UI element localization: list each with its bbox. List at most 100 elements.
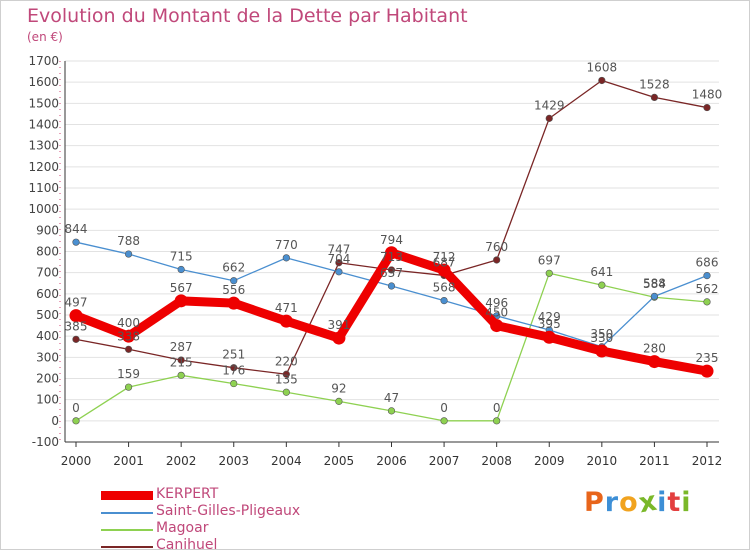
- data-point: [69, 309, 83, 323]
- legend-swatch: [101, 546, 153, 548]
- y-tick-label: 800: [36, 245, 59, 259]
- data-point: [700, 364, 714, 378]
- data-point: [72, 417, 80, 425]
- data-label: 0: [440, 401, 448, 415]
- data-point: [542, 330, 556, 344]
- data-point: [335, 259, 343, 267]
- data-label: 713: [380, 250, 403, 264]
- data-point: [72, 335, 80, 343]
- x-tick-label: 2005: [324, 454, 355, 468]
- data-point: [703, 103, 711, 112]
- data-label: 1528: [639, 77, 670, 91]
- data-point: [598, 76, 606, 85]
- logo-letter: P: [584, 487, 605, 518]
- data-label: 400: [117, 316, 140, 330]
- data-point: [124, 250, 133, 258]
- y-tick-label: 1500: [28, 96, 59, 110]
- data-point: [545, 269, 553, 277]
- data-label: 794: [380, 233, 403, 247]
- data-point: [177, 371, 185, 379]
- data-label: 844: [65, 222, 88, 236]
- data-point: [177, 265, 185, 274]
- data-label: 496: [485, 296, 508, 310]
- data-point: [440, 297, 448, 305]
- data-label: 338: [117, 329, 140, 343]
- data-label: 588: [643, 276, 666, 290]
- data-point: [335, 268, 343, 276]
- data-point: [703, 298, 711, 306]
- x-tick-label: 2010: [587, 454, 618, 468]
- series-lines: [69, 76, 714, 425]
- data-point: [335, 397, 343, 405]
- data-label: 1480: [692, 88, 723, 102]
- data-label: 287: [170, 340, 193, 354]
- data-label: 176: [222, 364, 245, 378]
- logo-letter: o: [619, 487, 639, 518]
- data-point: [387, 282, 396, 290]
- legend-swatch: [101, 512, 153, 514]
- legend-label: KERPERT: [156, 486, 219, 502]
- data-point: [490, 319, 504, 333]
- data-point: [703, 272, 711, 280]
- data-point: [598, 281, 606, 289]
- data-point: [124, 383, 133, 391]
- data-label: 662: [222, 261, 245, 275]
- y-tick-label: 1300: [28, 139, 59, 153]
- x-tick-label: 2007: [429, 454, 460, 468]
- x-tick-label: 2008: [481, 454, 512, 468]
- y-tick-label: 500: [36, 308, 59, 322]
- data-point: [440, 417, 448, 425]
- data-label: 330: [590, 331, 613, 345]
- data-label: 135: [275, 372, 298, 386]
- y-tick-label: 1400: [28, 118, 59, 132]
- x-tick-label: 2000: [61, 454, 92, 468]
- data-point: [437, 263, 451, 277]
- data-point: [332, 331, 346, 345]
- logo-letter: t: [667, 487, 682, 518]
- y-tick-label: 1100: [28, 181, 59, 195]
- y-tick-label: 300: [36, 350, 59, 364]
- data-point: [647, 355, 661, 369]
- data-label: 450: [485, 306, 508, 320]
- data-point: [227, 296, 241, 310]
- data-label: 391: [327, 318, 350, 332]
- data-label: 687: [433, 255, 456, 269]
- data-label: 0: [493, 401, 501, 415]
- data-point: [545, 114, 553, 122]
- x-tick-label: 2012: [692, 454, 723, 468]
- data-point: [174, 294, 188, 308]
- y-tick-label: 1600: [28, 75, 59, 89]
- data-label: 770: [275, 238, 298, 252]
- data-label: 280: [643, 342, 666, 356]
- data-point: [230, 379, 238, 388]
- data-label: 584: [643, 277, 666, 291]
- legend-swatch: [101, 529, 153, 531]
- legend-swatch: [101, 491, 153, 500]
- data-point: [493, 256, 501, 264]
- data-label: 159: [117, 367, 140, 381]
- x-tick-label: 2004: [271, 454, 302, 468]
- data-point: [279, 314, 293, 328]
- x-tick-label: 2009: [534, 454, 565, 468]
- logo-letter: i: [681, 487, 692, 518]
- data-point: [282, 254, 290, 262]
- data-point: [282, 388, 290, 396]
- data-label: 215: [170, 355, 193, 369]
- data-label: 697: [538, 253, 561, 267]
- legend-label: Saint-Gilles-Pligeaux: [156, 503, 301, 519]
- data-label: 712: [433, 250, 456, 264]
- data-point: [282, 370, 290, 378]
- logo-letter: i: [657, 487, 668, 518]
- data-label: 251: [222, 348, 245, 362]
- data-label: 395: [538, 317, 561, 331]
- data-label: 471: [275, 301, 298, 315]
- data-label: 760: [485, 240, 508, 254]
- y-tick-label: 0: [51, 414, 59, 428]
- logo-letter: r: [604, 487, 620, 518]
- data-labels: 497 400 567 556 471 391 794 712 450 395 330 280 235 8…: [65, 60, 723, 414]
- data-label: 0: [72, 401, 80, 415]
- data-label: 704: [327, 252, 350, 266]
- data-label: 235: [696, 351, 719, 365]
- data-label: 1608: [587, 60, 618, 74]
